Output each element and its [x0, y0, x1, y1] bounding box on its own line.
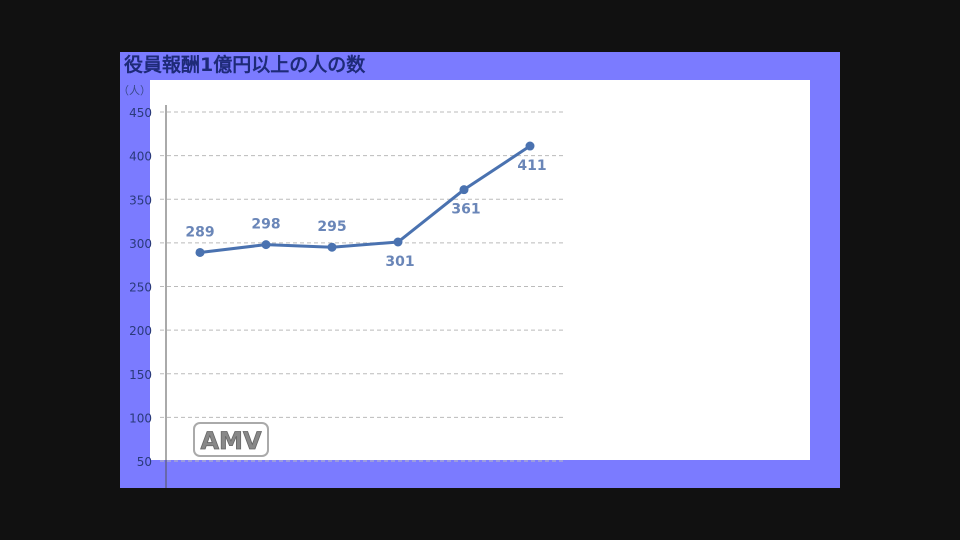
y-tick-label: 300 — [129, 237, 152, 251]
data-point — [327, 242, 337, 252]
y-tick-label: 400 — [129, 150, 152, 164]
data-point — [195, 247, 205, 257]
data-label: 411 — [517, 158, 546, 174]
chart-title: 役員報酬1億円以上の人の数 — [124, 53, 366, 76]
data-label: 298 — [251, 217, 280, 233]
y-tick-label: 200 — [129, 324, 152, 338]
data-label: 301 — [385, 254, 414, 270]
y-tick-label: 450 — [129, 106, 152, 120]
data-point — [459, 185, 469, 195]
data-point — [261, 240, 271, 250]
data-label: 361 — [451, 202, 480, 218]
plot-panel — [150, 80, 810, 460]
y-axis-label: （人） — [118, 84, 151, 97]
data-label: 295 — [317, 219, 346, 235]
y-tick-label: 150 — [129, 368, 152, 382]
svg-text:AMV: AMV — [200, 427, 261, 455]
y-tick-label: 350 — [129, 193, 152, 207]
data-point — [393, 237, 403, 247]
amv-logo: AMV — [193, 422, 269, 457]
data-label: 289 — [185, 224, 214, 240]
data-point — [525, 141, 535, 151]
y-tick-label: 50 — [137, 455, 152, 469]
y-tick-label: 250 — [129, 281, 152, 295]
series-line — [199, 144, 531, 254]
y-tick-label: 100 — [129, 411, 152, 425]
